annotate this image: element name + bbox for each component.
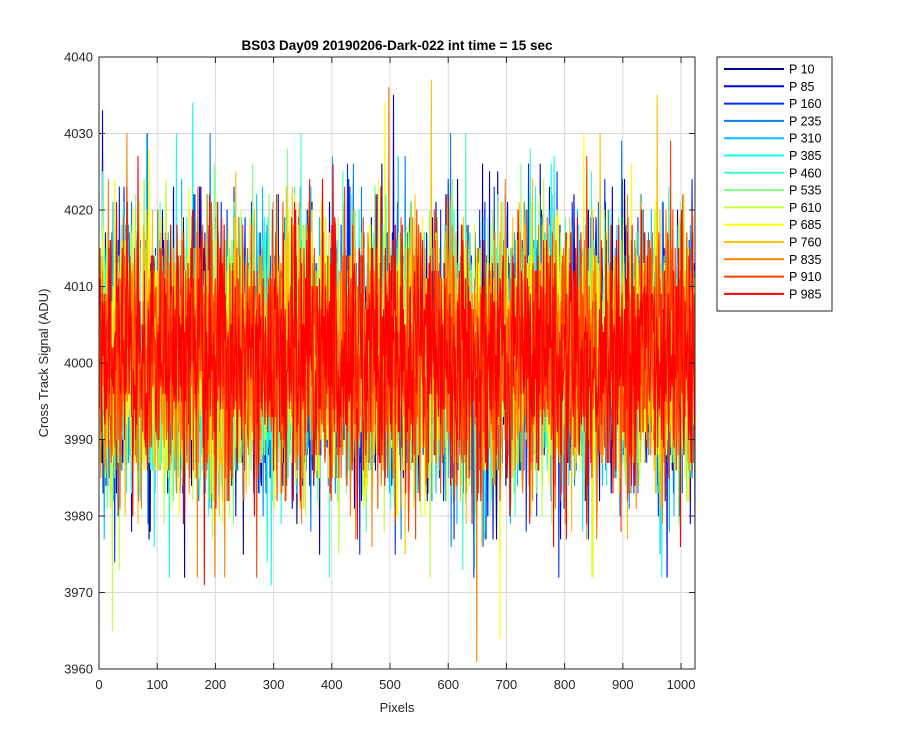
legend-label: P 160 [789,97,821,111]
legend-label: P 385 [789,149,821,163]
y-axis-ticks: 3960 3970 3980 3990 4000 4010 4020 4030 4040 [64,50,695,677]
y-tick-label: 3970 [64,585,93,600]
y-tick-label: 3960 [64,662,93,677]
legend-item: P 535 [724,184,821,198]
legend-label: P 685 [789,218,821,232]
legend-label: P 85 [789,80,815,94]
legend-item: P 235 [724,114,821,128]
x-tick-label: 100 [146,677,168,692]
x-axis-label: Pixels [380,700,415,715]
legend-label: P 910 [789,270,821,284]
legend-item: P 610 [724,201,821,215]
legend-label: P 835 [789,253,821,267]
legend-label: P 610 [789,201,821,215]
y-tick-label: 3980 [64,509,93,524]
legend-item: P 685 [724,218,821,232]
y-tick-label: 3990 [64,432,93,447]
x-tick-label: 700 [496,677,518,692]
plot-area [99,79,695,662]
legend-item: P 985 [724,287,821,301]
legend-item: P 835 [724,253,821,267]
legend-item: P 160 [724,97,821,111]
x-tick-label: 800 [554,677,576,692]
legend-item: P 460 [724,166,821,180]
x-tick-label: 600 [437,677,459,692]
x-tick-label: 0 [95,677,102,692]
legend-item: P 310 [724,132,821,146]
x-tick-label: 1000 [667,677,696,692]
y-tick-label: 4030 [64,126,93,141]
x-tick-label: 900 [612,677,634,692]
y-tick-label: 4000 [64,356,93,371]
legend-item: P 85 [724,80,815,94]
legend-item: P 760 [724,236,821,250]
legend-label: P 760 [789,236,821,250]
y-tick-label: 4040 [64,50,93,65]
legend-label: P 985 [789,287,821,301]
legend-label: P 310 [789,132,821,146]
legend: P 10 P 85 P 160 P 235 P 310 P 385 P 460 P 535 P … [716,56,833,312]
y-axis-label: Cross Track Signal (ADU) [36,289,51,438]
legend-item: P 10 [724,63,815,77]
legend-label: P 10 [789,63,815,77]
series-line-p910 [99,140,695,578]
x-tick-label: 200 [205,677,227,692]
series-line-p985 [99,155,695,586]
x-tick-label: 400 [321,677,343,692]
legend-label: P 460 [789,166,821,180]
y-tick-label: 4020 [64,203,93,218]
x-tick-label: 500 [379,677,401,692]
legend-label: P 535 [789,184,821,198]
legend-item: P 910 [724,270,821,284]
x-tick-label: 300 [263,677,285,692]
legend-box [716,56,833,312]
chart-title: BS03 Day09 20190206-Dark-022 int time = … [241,38,553,53]
legend-label: P 235 [789,114,821,128]
x-axis-ticks: 0 100 200 300 400 500 600 700 800 900 1000 [95,57,695,692]
legend-item: P 385 [724,149,821,163]
y-tick-label: 4010 [64,279,93,294]
